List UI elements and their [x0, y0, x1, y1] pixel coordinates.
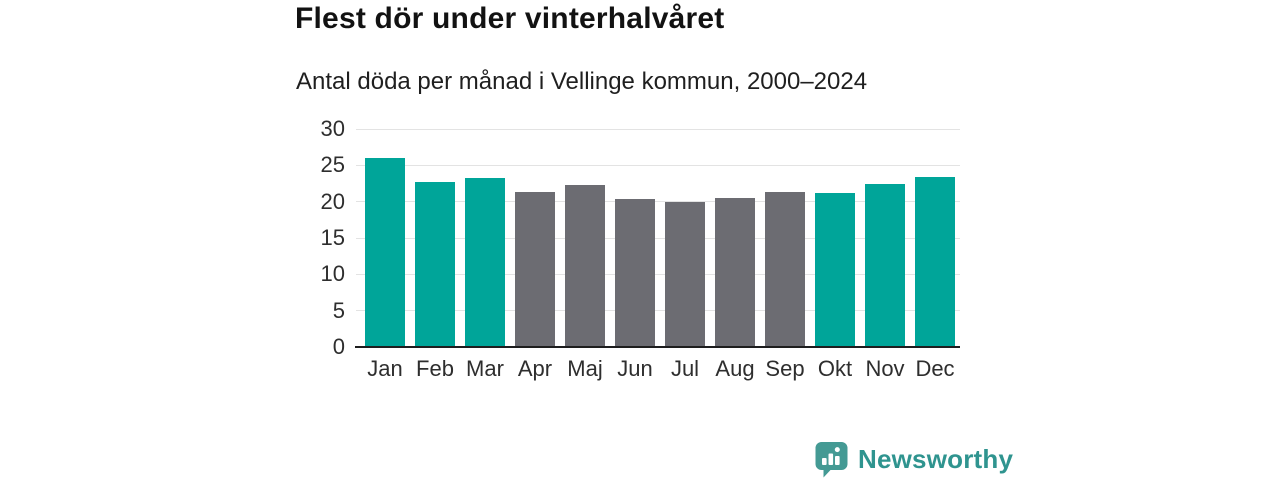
y-tick-label-25: 25 — [320, 152, 345, 178]
x-tick-label-mar: Mar — [466, 356, 504, 381]
x-tick-label-nov: Nov — [865, 356, 905, 381]
bar-jun — [615, 198, 655, 347]
y-tick-label-15: 15 — [320, 225, 345, 250]
gridline-5 — [356, 310, 960, 312]
y-tick-label-30: 30 — [320, 116, 345, 141]
chart-title: Flest dör under vinterhalvåret — [295, 2, 725, 35]
y-tick-label-5: 5 — [332, 297, 345, 323]
newsworthy-wordmark: Newsworthy — [858, 444, 1014, 474]
x-tick-label-okt: Okt — [817, 356, 853, 381]
bar-nov — [865, 183, 905, 347]
bar-feb — [415, 182, 455, 347]
x-axis-baseline — [355, 346, 960, 348]
x-tick-label-dec: Dec — [915, 356, 955, 381]
chart-subtitle: Antal döda per månad i Vellinge kommun, … — [296, 68, 868, 95]
bar-apr — [515, 192, 555, 347]
x-tick-label-jan: Jan — [367, 356, 403, 381]
x-tick-label-jul: Jul — [670, 356, 700, 381]
gridline-30 — [356, 128, 960, 130]
y-tick-label-20: 20 — [320, 188, 345, 214]
gridline-10 — [356, 273, 960, 275]
newsworthy-logo: Newsworthy — [813, 440, 1013, 479]
bar-dec — [915, 176, 955, 347]
x-tick-label-apr: Apr — [517, 356, 553, 381]
bar-aug — [715, 198, 755, 347]
y-tick-label-10: 10 — [320, 261, 345, 287]
bar-sep — [765, 191, 805, 347]
x-tick-label-aug: Aug — [715, 356, 755, 381]
x-tick-label-jun: Jun — [617, 356, 653, 381]
bar-jan — [365, 158, 405, 347]
bar-maj — [565, 184, 605, 347]
bar-jul — [665, 201, 705, 347]
gridline-15 — [356, 237, 960, 239]
y-tick-label-0: 0 — [332, 334, 345, 359]
y-axis: 0 5 10 15 20 25 30 — [275, 116, 345, 359]
gridline-20 — [356, 201, 960, 203]
gridline-25 — [356, 164, 960, 166]
plot-area — [355, 128, 960, 348]
x-tick-label-feb: Feb — [416, 356, 454, 381]
x-tick-label-maj: Maj — [567, 356, 603, 381]
x-axis: Jan Feb Mar Apr Maj Jun Jul Aug Sep Okt Nov Dec — [360, 356, 960, 384]
x-tick-label-sep: Sep — [765, 356, 805, 381]
bar-okt — [815, 192, 855, 347]
bar-mar — [465, 177, 505, 347]
bar-chart-speech-bubble-icon — [815, 442, 848, 478]
